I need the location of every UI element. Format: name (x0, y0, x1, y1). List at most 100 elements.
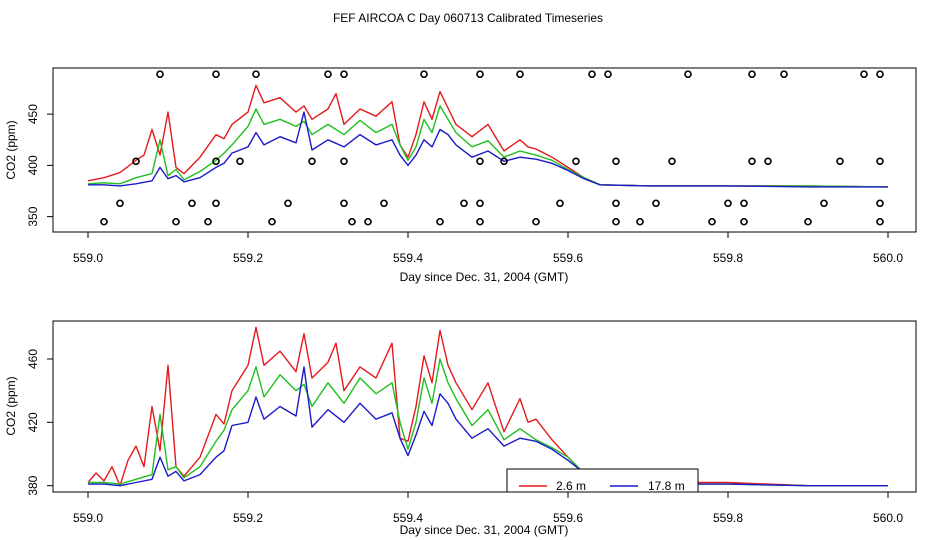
marker-point (860, 70, 868, 78)
marker-point (780, 70, 788, 78)
marker-point (876, 70, 884, 78)
marker-point (364, 217, 372, 226)
marker-point (476, 217, 484, 226)
marker-point (100, 217, 108, 226)
bottom-series-line-3 (88, 366, 888, 487)
marker-point (588, 70, 596, 78)
marker-point (212, 199, 220, 208)
marker-point (204, 217, 212, 226)
marker-point (188, 199, 196, 208)
marker-point (116, 199, 124, 208)
marker-point (604, 70, 612, 78)
marker-point (156, 70, 164, 78)
marker-point (212, 157, 220, 166)
marker-point (876, 217, 884, 226)
marker-point (740, 217, 748, 226)
top-series-lines (87, 84, 889, 188)
marker-point (212, 70, 220, 78)
bottom-y-tick-label: 380 (26, 475, 40, 495)
marker-point (172, 217, 180, 226)
bottom-x-tick-label: 559.6 (553, 511, 583, 525)
bottom-x-tick-label: 560.0 (873, 511, 903, 525)
top-x-tick-label: 559.8 (713, 251, 743, 265)
marker-point (572, 157, 580, 166)
marker-point (636, 217, 644, 226)
top-y-tick-label: 450 (26, 104, 40, 124)
bottom-plot-frame (52, 320, 917, 493)
marker-point (532, 217, 540, 226)
marker-point (804, 217, 812, 226)
marker-point (268, 217, 276, 226)
marker-point (556, 199, 564, 208)
marker-point (612, 217, 620, 226)
marker-point (748, 70, 756, 78)
marker-point (652, 199, 660, 208)
marker-point (748, 157, 756, 166)
legend-box (506, 468, 699, 493)
figure-title: FEF AIRCOA C Day 060713 Calibrated Times… (333, 11, 603, 25)
bottom-axis-ticks: 559.0 559.2 559.4 559.6 559.8 560.0 380 420 460 (26, 349, 903, 525)
marker-point (612, 199, 620, 208)
marker-point (132, 157, 140, 166)
bottom-x-tick-label: 559.0 (73, 511, 103, 525)
marker-point (876, 157, 884, 166)
marker-point (380, 199, 388, 208)
marker-point (436, 217, 444, 226)
marker-point (708, 217, 716, 226)
marker-point (420, 70, 428, 78)
top-x-tick-label: 559.2 (233, 251, 263, 265)
bottom-y-tick-label: 460 (26, 349, 40, 369)
top-plot-frame (52, 67, 917, 233)
top-x-tick-label: 559.4 (393, 251, 423, 265)
top-x-axis-label: Day since Dec. 31, 2004 (GMT) (400, 270, 569, 284)
marker-point (764, 157, 772, 166)
top-x-tick-label: 559.6 (553, 251, 583, 265)
marker-point (684, 70, 692, 78)
top-panel: 559.0 559.2 559.4 559.6 559.8 560.0350400450 … (4, 67, 917, 284)
marker-point (340, 157, 348, 166)
marker-point (820, 199, 828, 208)
bottom-x-tick-label: 559.2 (233, 511, 263, 525)
marker-point (668, 157, 676, 166)
marker-point (740, 199, 748, 208)
bottom-panel: 559.0 559.2 559.4 559.6 559.8 560.0380420460 … (4, 320, 917, 537)
legend: 2.6 m 17.8 m (506, 468, 699, 493)
marker-point (500, 157, 508, 166)
marker-point (340, 70, 348, 78)
marker-point (308, 157, 316, 166)
marker-point (324, 70, 332, 78)
bottom-x-axis-label: Day since Dec. 31, 2004 (GMT) (400, 523, 569, 537)
bottom-series-line-2 (88, 358, 888, 487)
top-y-tick-label: 350 (26, 206, 40, 226)
marker-point (612, 157, 620, 166)
top-series-line-3 (88, 111, 888, 188)
marker-point (876, 199, 884, 208)
marker-point (460, 199, 468, 208)
marker-point (476, 70, 484, 78)
top-y-tick-label: 400 (26, 155, 40, 175)
legend-label-1: 2.6 m (556, 479, 586, 493)
marker-point (476, 199, 484, 208)
marker-point (836, 157, 844, 166)
marker-point (724, 199, 732, 208)
bottom-y-axis-label: CO2 (ppm) (4, 376, 18, 435)
marker-point (252, 70, 260, 78)
marker-point (348, 217, 356, 226)
marker-point (236, 157, 244, 166)
bottom-series-line-1 (87, 326, 888, 487)
marker-point (476, 157, 484, 166)
top-series-line-2 (87, 105, 889, 188)
marker-point (284, 199, 292, 208)
legend-label-2: 17.8 m (648, 479, 685, 493)
bottom-x-tick-label: 559.8 (713, 511, 743, 525)
top-series-line-1 (87, 84, 889, 188)
top-marker-points (100, 70, 884, 226)
marker-point (516, 70, 524, 78)
top-x-tick-label: 560.0 (873, 251, 903, 265)
top-x-tick-label: 559.0 (73, 251, 103, 265)
marker-point (340, 199, 348, 208)
bottom-series-lines (87, 326, 888, 487)
bottom-x-tick-label: 559.4 (393, 511, 423, 525)
top-axis-ticks: 559.0 559.2 559.4 559.6 559.8 560.0 350 400 450 (26, 104, 903, 265)
